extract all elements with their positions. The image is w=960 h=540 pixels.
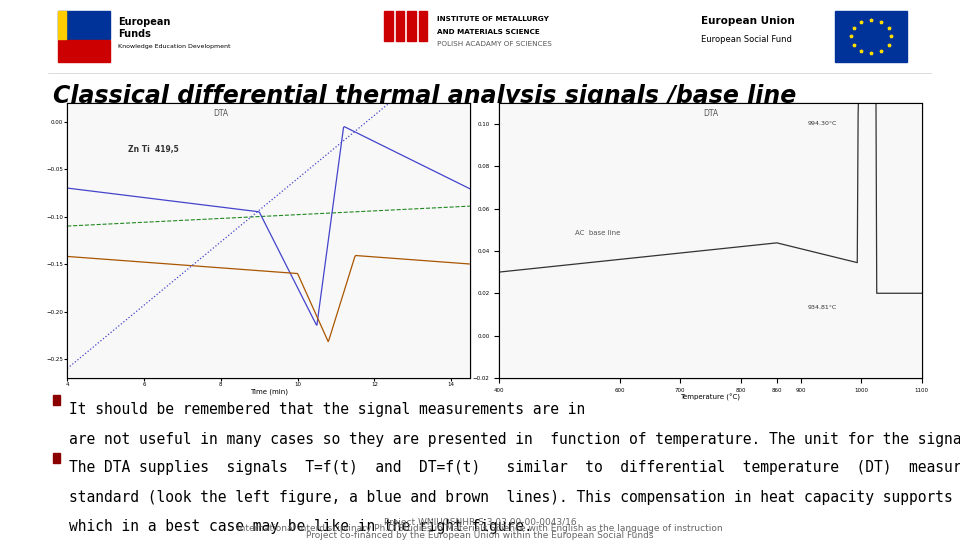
X-axis label: Time (min): Time (min): [250, 389, 288, 395]
Bar: [384, 11, 393, 40]
Bar: [53, 453, 60, 463]
Text: European: European: [118, 17, 171, 27]
Bar: [58, 11, 110, 39]
Text: European Social Fund: European Social Fund: [701, 35, 792, 44]
Bar: [835, 11, 907, 62]
Text: DTA: DTA: [213, 110, 228, 118]
Text: European Union: European Union: [701, 16, 795, 26]
Text: 994.30°C: 994.30°C: [807, 120, 837, 126]
Bar: [407, 11, 416, 40]
Text: Funds: Funds: [118, 29, 151, 39]
Text: Project co-financed by the European Union within the European Social Funds: Project co-financed by the European Unio…: [306, 531, 654, 540]
Text: which in a best case may be like in the right figure.: which in a best case may be like in the …: [69, 519, 550, 535]
Text: Knowledge Education Development: Knowledge Education Development: [118, 44, 230, 49]
Text: International interdisciplinary Ph.D Studies in Materials Science with English a: International interdisciplinary Ph.D Stu…: [237, 524, 723, 534]
Bar: [58, 40, 110, 62]
Text: are not useful in many cases so they are presented in  function of temperature. : are not useful in many cases so they are…: [69, 432, 960, 447]
Bar: [67, 103, 470, 378]
Text: DTA: DTA: [703, 110, 718, 118]
Bar: [58, 11, 65, 39]
Text: Zn Ti  419,5: Zn Ti 419,5: [128, 145, 179, 154]
Text: Classical differential thermal analysis signals /base line: Classical differential thermal analysis …: [53, 84, 796, 107]
Bar: [53, 395, 60, 405]
Text: It should be remembered that the signal measurements are in: It should be remembered that the signal …: [69, 402, 594, 417]
Text: Project WNIUOSNHR S.3.03.00-00-0043/16: Project WNIUOSNHR S.3.03.00-00-0043/16: [384, 518, 576, 527]
Text: The DTA supplies  signals  T=f(t)  and  DT=f(t)   similar  to  differential  tem: The DTA supplies signals T=f(t) and DT=f…: [69, 460, 960, 475]
Text: INSTITUTE OF METALLURGY: INSTITUTE OF METALLURGY: [437, 16, 549, 22]
Bar: [419, 11, 427, 40]
X-axis label: Temperature (°C): Temperature (°C): [681, 394, 740, 401]
Bar: [499, 103, 922, 378]
Text: POLISH ACADAMY OF SCIENCES: POLISH ACADAMY OF SCIENCES: [437, 41, 552, 47]
Text: standard (look the left figure, a blue and brown  lines). This compensation in h: standard (look the left figure, a blue a…: [69, 490, 960, 505]
Text: 934.81°C: 934.81°C: [807, 305, 837, 310]
Text: AND MATERIALS SCIENCE: AND MATERIALS SCIENCE: [437, 29, 540, 35]
Text: AC  base line: AC base line: [575, 230, 620, 236]
Bar: [396, 11, 404, 40]
